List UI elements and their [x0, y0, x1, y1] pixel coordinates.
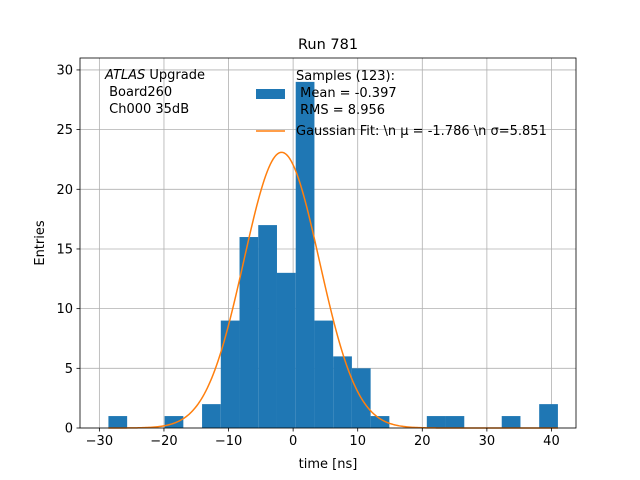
- legend-fit-label: Gaussian Fit: \n μ = -1.786 \n σ=5.851: [296, 124, 547, 139]
- y-tick-label: 10: [56, 302, 73, 317]
- x-tick-label: 20: [414, 434, 431, 449]
- histogram-bar: [539, 404, 558, 428]
- x-axis-label: time [ns]: [299, 457, 358, 472]
- histogram-bar: [164, 416, 184, 428]
- histogram-bar: [276, 272, 296, 428]
- y-tick-label: 30: [56, 63, 73, 78]
- histogram-bar: [202, 404, 221, 428]
- atlas-annotation: ATLAS Upgrade Board260 Ch000 35dB: [104, 68, 205, 117]
- annotation-line-1: ATLAS Upgrade: [104, 68, 205, 83]
- histogram-bar: [108, 416, 128, 428]
- x-tick-label: −10: [215, 434, 242, 449]
- x-tick-label: 40: [543, 434, 560, 449]
- annotation-upgrade: Upgrade: [145, 68, 205, 83]
- histogram-bar: [258, 225, 277, 428]
- y-axis-label: Entries: [33, 220, 48, 266]
- y-tick-label: 25: [56, 123, 73, 138]
- histogram-bar: [314, 320, 334, 428]
- y-tick-label: 20: [56, 183, 73, 198]
- histogram-bar: [501, 416, 521, 428]
- x-tick-label: 0: [289, 434, 297, 449]
- annotation-channel: Ch000 35dB: [105, 102, 189, 117]
- legend-samples-title: Samples (123):: [296, 69, 395, 84]
- x-tick-label: −20: [150, 434, 177, 449]
- axis-ticks: −30 −20 −10 0 10 20 30 40 0 5 10 15 20 25 30: [56, 63, 559, 449]
- x-tick-label: 30: [479, 434, 496, 449]
- annotation-atlas: ATLAS: [104, 68, 145, 83]
- histogram-bar: [220, 320, 240, 428]
- legend-samples-mean: Mean = -0.397: [296, 86, 397, 101]
- legend-samples-swatch: [256, 89, 285, 99]
- legend-samples-rms: RMS = 8.956: [296, 103, 385, 118]
- histogram-bar: [295, 81, 315, 428]
- histogram-bar: [426, 416, 446, 428]
- histogram-bar: [370, 416, 390, 428]
- x-tick-label: 10: [349, 434, 366, 449]
- y-tick-label: 5: [65, 362, 73, 377]
- histogram-bar: [239, 237, 259, 428]
- histogram-bar: [445, 416, 465, 428]
- histogram-bar: [333, 356, 352, 428]
- chart-title: Run 781: [298, 37, 358, 53]
- y-tick-label: 0: [65, 422, 73, 437]
- y-tick-label: 15: [56, 242, 73, 257]
- plot-frame: [79, 57, 577, 429]
- annotation-board: Board260: [105, 85, 172, 100]
- x-tick-label: −30: [86, 434, 113, 449]
- histogram-bars: [108, 81, 558, 428]
- legend: Samples (123): Mean = -0.397 RMS = 8.956…: [256, 69, 547, 139]
